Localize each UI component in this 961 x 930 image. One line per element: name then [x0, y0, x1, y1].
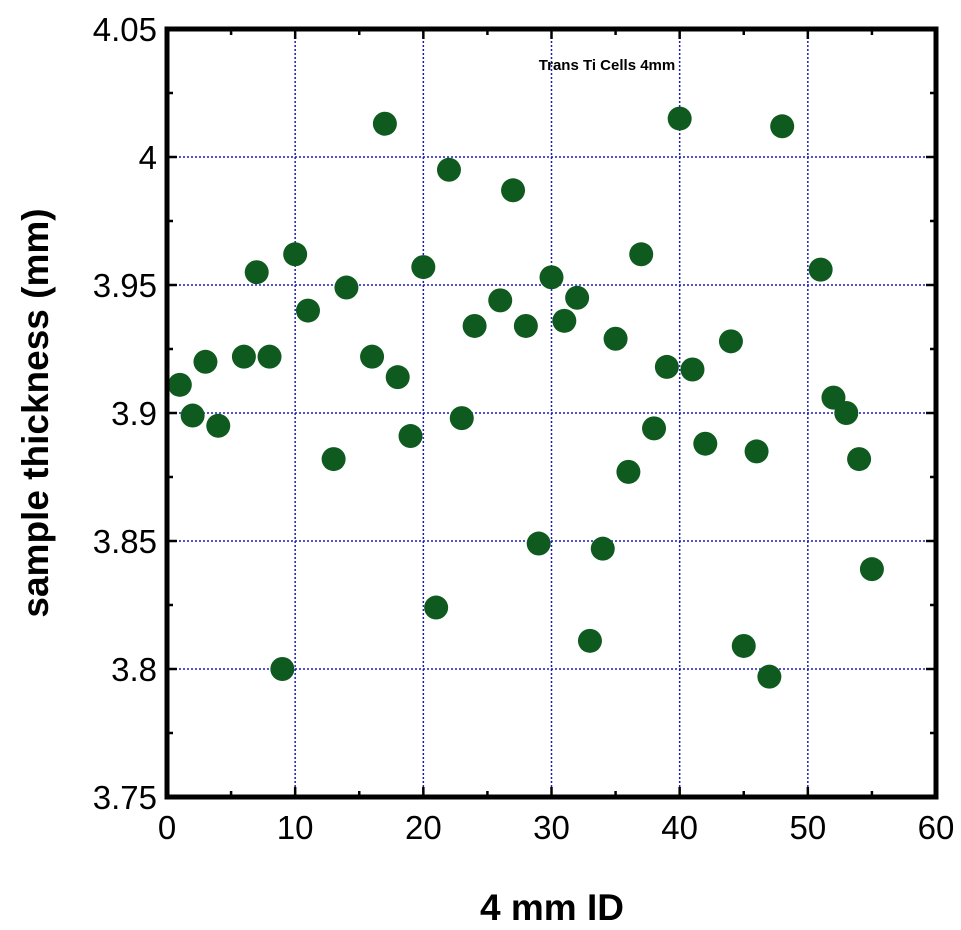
data-point: [718, 329, 743, 354]
data-point: [770, 114, 795, 139]
data-point: [449, 406, 474, 431]
data-point: [808, 257, 833, 282]
data-point: [654, 354, 679, 379]
data-point: [680, 357, 705, 382]
data-point: [270, 657, 295, 681]
data-point: [616, 459, 641, 484]
x-tick-label: 50: [789, 809, 826, 846]
plot-frame: [164, 26, 939, 800]
y-tick-label: 3.95: [93, 267, 157, 304]
x-tick-label: 60: [918, 809, 955, 846]
data-point: [334, 275, 359, 300]
data-point: [590, 536, 615, 561]
grid: [167, 29, 936, 797]
y-axis-title: sample thickness (mm): [15, 208, 56, 617]
y-tick-label: 4: [139, 139, 157, 176]
data-point: [501, 178, 526, 203]
data-point: [577, 628, 602, 653]
data-point: [667, 106, 692, 131]
data-point: [206, 413, 231, 438]
x-tick-labels: 0 10 20 30 40 50 60: [158, 809, 955, 846]
data-point: [834, 401, 859, 425]
y-tick-label: 3.75: [93, 779, 157, 816]
y-tick-labels: 3.75 3.8 3.85 3.9 3.95 4 4.05: [93, 11, 157, 816]
data-point: [526, 531, 551, 556]
x-tick-label: 10: [277, 809, 314, 846]
data-point: [693, 431, 718, 456]
y-tick-label: 3.9: [111, 395, 157, 432]
data-point: [295, 298, 320, 323]
data-point: [488, 288, 513, 313]
data-points: [167, 106, 884, 689]
x-tick-label: 40: [661, 809, 698, 846]
y-tick-label: 3.85: [93, 523, 157, 560]
data-point: [193, 349, 218, 374]
x-tick-label: 30: [533, 809, 570, 846]
data-point: [360, 344, 385, 369]
data-point: [629, 242, 654, 267]
data-point: [283, 242, 308, 267]
data-point: [398, 424, 423, 449]
chart-title: Trans Ti Cells 4mm: [539, 57, 675, 74]
data-point: [372, 111, 397, 136]
x-tick-label: 0: [158, 809, 176, 846]
data-point: [744, 439, 769, 464]
data-point: [552, 308, 577, 333]
data-point: [436, 157, 461, 182]
data-point: [167, 372, 192, 397]
data-point: [321, 447, 346, 472]
data-point: [385, 365, 410, 390]
data-point: [231, 344, 256, 369]
y-tick-label: 3.8: [111, 651, 157, 688]
data-point: [244, 260, 269, 285]
data-point: [257, 344, 282, 369]
data-point: [565, 285, 590, 310]
y-tick-label: 4.05: [93, 11, 157, 48]
data-point: [642, 416, 667, 441]
data-point: [859, 557, 884, 582]
data-point: [539, 265, 564, 290]
data-point: [847, 447, 872, 472]
x-tick-label: 20: [405, 809, 442, 846]
data-point: [424, 595, 449, 620]
data-point: [513, 313, 538, 338]
data-point: [731, 633, 756, 658]
data-point: [603, 326, 628, 351]
x-axis-title: 4 mm ID: [480, 887, 624, 928]
data-point: [411, 255, 436, 280]
data-point: [462, 313, 487, 338]
data-point: [180, 403, 205, 428]
data-point: [757, 664, 782, 689]
